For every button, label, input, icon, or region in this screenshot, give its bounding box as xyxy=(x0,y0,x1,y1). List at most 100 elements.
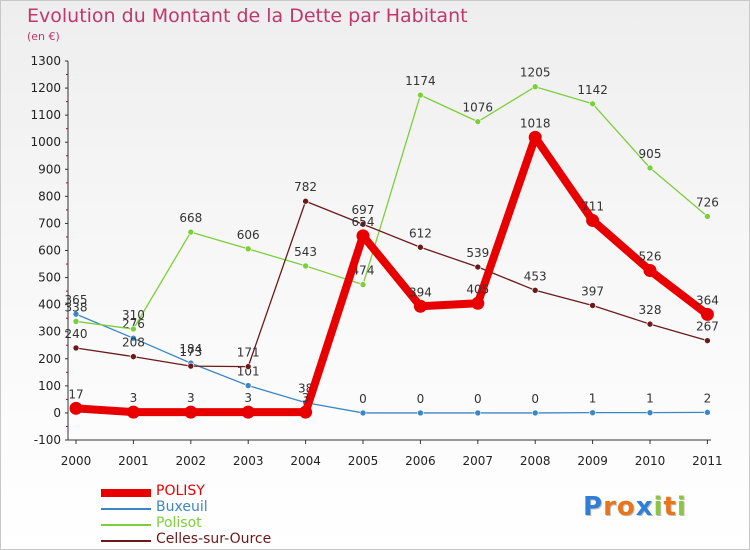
x-tick-label: 2006 xyxy=(405,454,436,468)
data-label-buxeuil: 184 xyxy=(179,342,202,356)
data-label-polisot: 338 xyxy=(65,300,88,314)
legend-swatch xyxy=(101,540,151,542)
data-point-celles-sur-ource xyxy=(704,337,711,344)
data-point-polisy xyxy=(413,299,427,313)
data-point-polisot xyxy=(359,281,367,288)
data-label-polisy: 654 xyxy=(352,215,375,229)
data-label-polisy: 17 xyxy=(68,387,83,401)
y-tick-label: 400 xyxy=(38,298,61,312)
data-label-polisot: 1174 xyxy=(405,74,436,88)
data-point-buxeuil xyxy=(646,409,654,416)
data-label-buxeuil: 0 xyxy=(417,392,425,406)
data-label-polisot: 1142 xyxy=(577,83,608,97)
chart-title: Evolution du Montant de la Dette par Hab… xyxy=(27,5,468,27)
data-label-polisot: 1205 xyxy=(520,66,551,80)
data-point-polisy xyxy=(69,401,83,415)
data-point-celles-sur-ource xyxy=(72,344,80,352)
y-tick-label: 1100 xyxy=(30,108,61,122)
data-point-polisy xyxy=(299,405,313,419)
data-label-polisy: 364 xyxy=(696,293,719,307)
data-label-celles-sur-ource: 171 xyxy=(237,346,260,360)
data-label-polisy: 3 xyxy=(244,391,252,405)
data-label-polisy: 526 xyxy=(639,250,662,264)
data-label-polisy: 3 xyxy=(130,391,138,405)
data-label-polisot: 474 xyxy=(352,264,375,278)
y-tick-label: 500 xyxy=(38,271,61,285)
data-label-buxeuil: 365 xyxy=(65,293,88,307)
legend-swatch xyxy=(101,508,151,510)
data-label-celles-sur-ource: 173 xyxy=(179,345,202,359)
data-point-polisy xyxy=(184,405,198,419)
legend-swatch xyxy=(101,524,151,526)
data-label-buxeuil: 1 xyxy=(589,392,597,406)
data-point-polisot xyxy=(187,228,195,236)
y-tick-label: 1000 xyxy=(30,135,61,149)
series-line-buxeuil xyxy=(75,313,709,414)
data-label-buxeuil: 0 xyxy=(359,392,367,406)
data-label-celles-sur-ource: 328 xyxy=(639,303,662,317)
legend-label: Polisot xyxy=(156,515,202,531)
data-point-celles-sur-ource xyxy=(302,197,309,205)
data-label-polisy: 3 xyxy=(302,391,310,405)
data-label-polisot: 1076 xyxy=(463,101,494,115)
data-label-buxeuil: 0 xyxy=(531,392,539,406)
data-label-polisy: 711 xyxy=(581,199,604,213)
data-point-polisot xyxy=(589,100,596,108)
data-point-polisy xyxy=(126,405,140,419)
data-point-buxeuil xyxy=(244,382,252,389)
data-point-polisy xyxy=(241,405,255,419)
x-tick-label: 2009 xyxy=(577,454,608,468)
data-point-buxeuil xyxy=(531,409,539,417)
data-point-polisot xyxy=(302,262,309,270)
y-tick-label: 700 xyxy=(38,216,61,230)
x-tick-label: 2005 xyxy=(348,454,379,468)
data-point-polisy xyxy=(471,296,485,310)
x-tick-label: 2007 xyxy=(463,454,494,468)
data-label-celles-sur-ource: 397 xyxy=(581,284,604,298)
data-point-polisot xyxy=(704,213,711,220)
series-polisot: 338 310 668 606 543 474 1174 1076 1205 1142 905 726 xyxy=(65,66,719,333)
y-tick-label: 1300 xyxy=(30,54,61,68)
x-tick-label: 2004 xyxy=(290,454,321,468)
data-label-polisy: 394 xyxy=(409,285,432,299)
data-point-buxeuil xyxy=(359,409,367,417)
data-point-celles-sur-ource xyxy=(244,363,252,370)
data-point-celles-sur-ource xyxy=(359,220,367,228)
data-label-celles-sur-ource: 208 xyxy=(122,336,145,350)
y-tick-label: 0 xyxy=(53,406,61,420)
data-label-polisot: 606 xyxy=(237,228,260,242)
data-point-celles-sur-ource xyxy=(417,243,424,251)
data-point-buxeuil xyxy=(704,409,711,416)
legend-label: POLISY xyxy=(156,483,205,499)
data-label-polisot: 726 xyxy=(696,195,719,209)
x-tick-label: 2010 xyxy=(635,454,666,468)
data-point-celles-sur-ource xyxy=(531,286,539,294)
data-point-polisot xyxy=(130,325,137,333)
series-line-polisy xyxy=(72,133,712,417)
data-point-polisot xyxy=(531,83,539,91)
y-tick-label: 900 xyxy=(38,162,61,176)
data-point-polisy xyxy=(586,213,600,227)
data-label-buxeuil: 2 xyxy=(704,391,712,405)
data-label-celles-sur-ource: 697 xyxy=(352,203,375,217)
data-label-celles-sur-ource: 453 xyxy=(524,269,547,283)
data-label-polisy: 405 xyxy=(466,282,489,296)
legend-label: Celles-sur-Ource xyxy=(156,531,272,547)
data-label-polisot: 668 xyxy=(179,211,202,225)
chart-subtitle: (en €) xyxy=(27,30,60,43)
x-tick-label: 2008 xyxy=(520,454,551,468)
data-point-buxeuil xyxy=(474,409,482,417)
x-tick-label: 2003 xyxy=(233,454,264,468)
y-tick-label: 600 xyxy=(38,244,61,258)
data-point-polisot xyxy=(474,118,482,125)
data-point-polisot xyxy=(646,164,654,172)
data-label-polisot: 543 xyxy=(294,245,317,259)
data-point-buxeuil xyxy=(72,310,80,318)
y-tick-label: 200 xyxy=(38,352,61,366)
y-tick-label: 800 xyxy=(38,189,61,203)
series-line-celles-sur-ource xyxy=(75,200,709,368)
legend-swatch xyxy=(101,489,151,497)
